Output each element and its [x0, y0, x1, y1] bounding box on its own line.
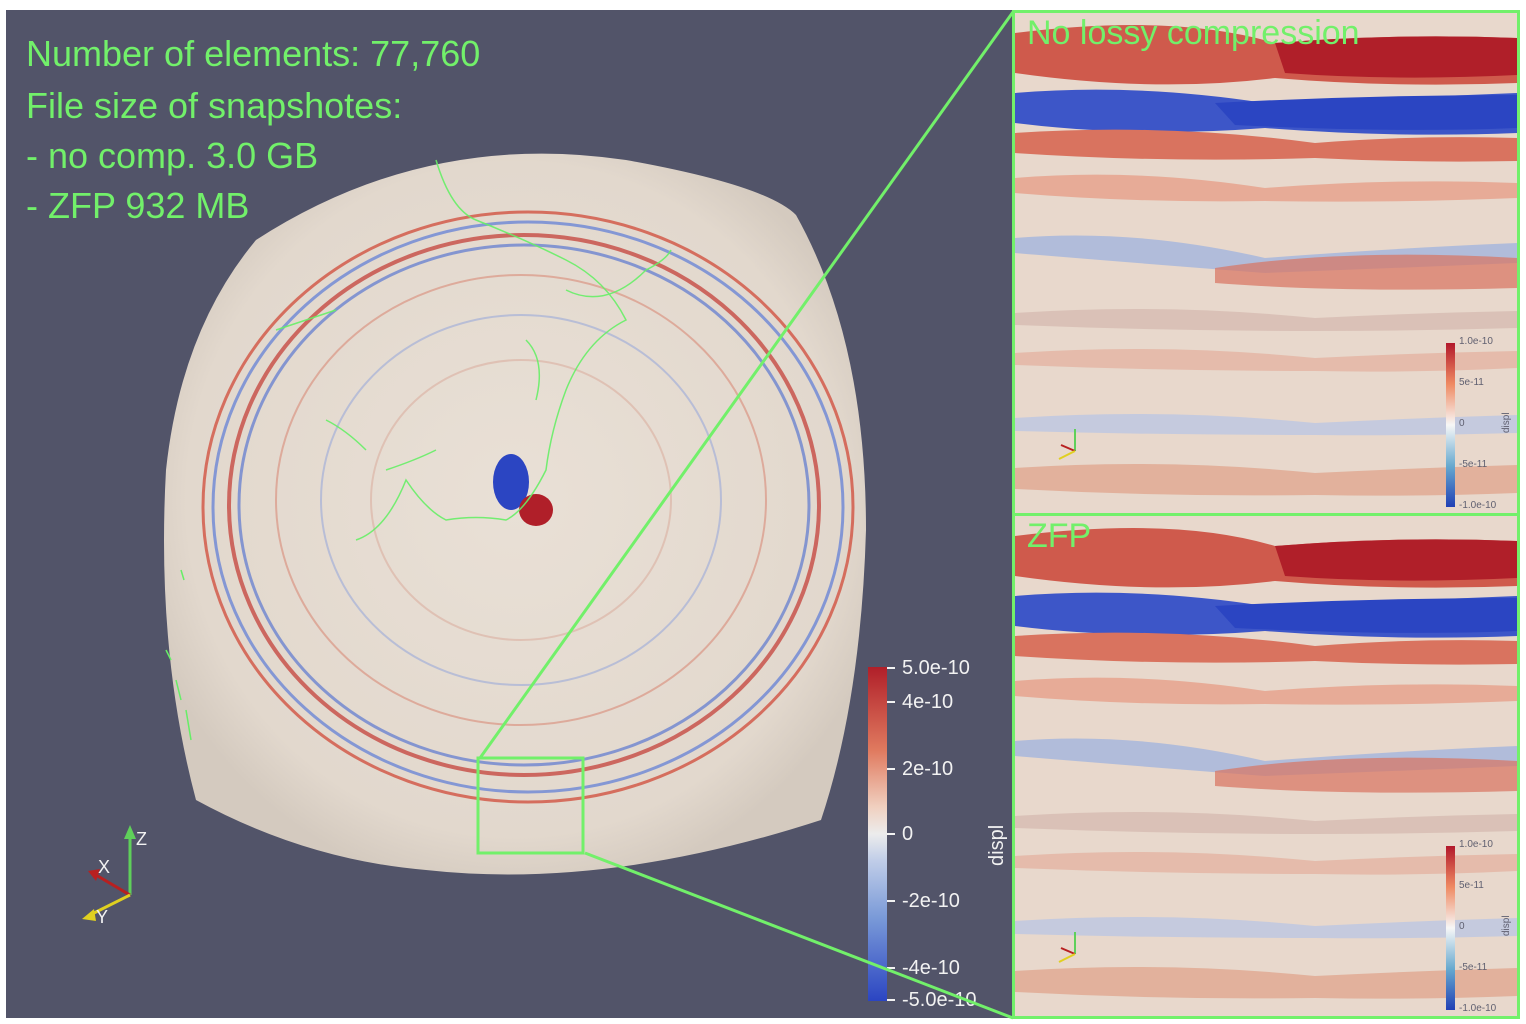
file-size-label: File size of snapshotes:: [26, 85, 403, 126]
cb-tick-max: 5.0e-10: [902, 657, 970, 679]
panel-colorbar: [1446, 846, 1455, 1010]
cb-tick-zero: 0: [902, 823, 914, 845]
panel-orientation-axes: [1058, 932, 1076, 963]
panel-cb-tick-zero: 0: [1459, 921, 1465, 932]
coastlines-dots: [165, 569, 192, 741]
panel-zfp[interactable]: ZFP 1.0e-10 5e-11 0 -5e-11 -1.0e-10 disp…: [1012, 513, 1520, 1019]
panel-cb-tick-5e11: 5e-11: [1459, 377, 1484, 388]
panel-colorbar: [1446, 343, 1455, 507]
3d-viewport[interactable]: Number of elements: 77,760 File size of …: [6, 10, 1014, 1018]
panel-cb-tick-min: -1.0e-10: [1459, 500, 1497, 511]
axis-y-label: Y: [96, 907, 108, 927]
panel-cb-tick-min: -1.0e-10: [1459, 1003, 1497, 1014]
main-colorbar: [868, 667, 887, 1001]
source-positive-lobe: [519, 494, 553, 526]
panel-field-render: [1015, 13, 1517, 513]
cb-tick-2e10: 2e-10: [902, 758, 954, 780]
element-count-label: Number of elements: 77,760: [26, 33, 481, 74]
panel-cb-tick-neg5e11: -5e-11: [1459, 962, 1488, 973]
main-colorbar-title: displ: [986, 824, 1008, 866]
zoom-panels: No lossy compression 1.0e-10 5e-11 0 -5e…: [1012, 10, 1520, 1020]
panel-colorbar-title: displ: [1501, 412, 1512, 433]
panel-title-no-compression: No lossy compression: [1027, 14, 1360, 52]
no-compression-size-label: - no comp. 3.0 GB: [26, 135, 319, 176]
orientation-axes: Z X Y: [82, 825, 147, 927]
zfp-size-label: - ZFP 932 MB: [26, 185, 250, 226]
cb-tick-neg2e10: -2e-10: [902, 890, 960, 912]
panel-cb-tick-zero: 0: [1459, 418, 1465, 429]
axis-z-label: Z: [136, 829, 147, 849]
panel-cb-tick-5e11: 5e-11: [1459, 880, 1484, 891]
cb-tick-4e10: 4e-10: [902, 691, 954, 713]
panel-orientation-axes: [1058, 429, 1076, 460]
panel-colorbar-title: displ: [1501, 915, 1512, 936]
cb-tick-neg4e10: -4e-10: [902, 957, 960, 979]
panel-cb-tick-neg5e11: -5e-11: [1459, 459, 1488, 470]
panel-title-zfp: ZFP: [1027, 517, 1092, 555]
axis-x-label: X: [98, 857, 110, 877]
cb-tick-min: -5.0e-10: [902, 989, 977, 1011]
panel-cb-tick-max: 1.0e-10: [1459, 336, 1493, 347]
panel-no-compression[interactable]: No lossy compression 1.0e-10 5e-11 0 -5e…: [1012, 10, 1520, 516]
panel-cb-tick-max: 1.0e-10: [1459, 839, 1493, 850]
panel-field-render: [1015, 516, 1517, 1016]
